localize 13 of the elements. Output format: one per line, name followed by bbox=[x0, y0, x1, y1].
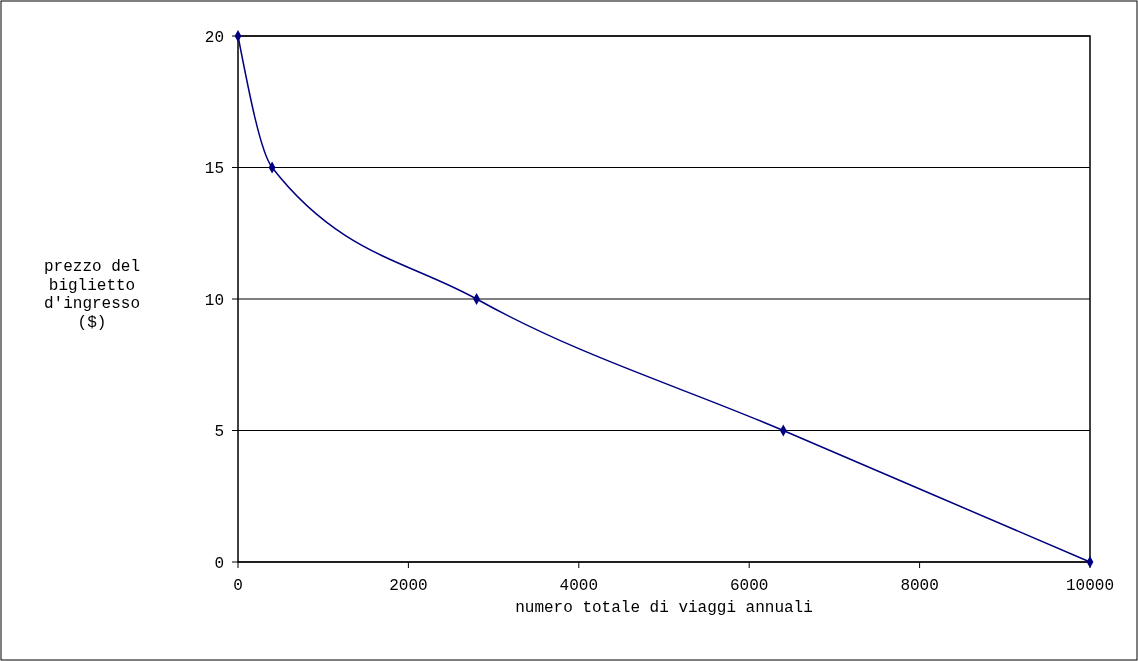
x-axis-title: numero totale di viaggi annuali bbox=[515, 599, 813, 617]
y-tick-label: 0 bbox=[214, 554, 224, 573]
x-tick-label: 2000 bbox=[389, 577, 428, 595]
y-tick-label: 20 bbox=[204, 28, 224, 47]
y-tick-label: 15 bbox=[204, 160, 224, 179]
x-tick-label: 4000 bbox=[559, 577, 598, 595]
x-tick-label: 6000 bbox=[730, 577, 769, 595]
x-tick-label: 8000 bbox=[900, 577, 939, 595]
x-tick-label: 0 bbox=[233, 577, 243, 595]
y-tick-label: 10 bbox=[204, 291, 224, 310]
y-axis-title: prezzo del biglietto d'ingresso ($) bbox=[43, 258, 141, 332]
y-tick-label: 5 bbox=[214, 423, 224, 442]
x-tick-label: 10000 bbox=[1065, 577, 1115, 595]
